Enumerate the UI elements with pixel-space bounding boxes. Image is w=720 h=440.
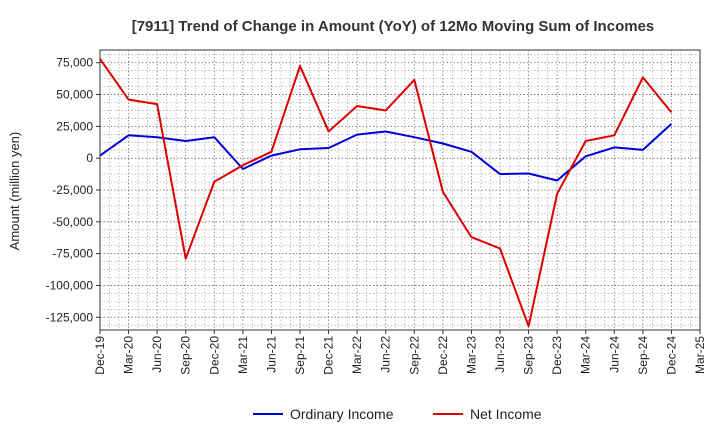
x-tick-label: Jun-21 bbox=[264, 336, 278, 373]
grid bbox=[100, 50, 700, 330]
x-tick-label: Mar-25 bbox=[693, 336, 707, 374]
x-tick-label: Dec-24 bbox=[664, 336, 678, 375]
y-tick-label: -125,000 bbox=[46, 310, 94, 324]
x-tick-label: Sep-22 bbox=[407, 336, 421, 375]
series-line bbox=[99, 123, 673, 182]
y-tick-label: -100,000 bbox=[46, 278, 94, 292]
y-tick-label: -50,000 bbox=[52, 215, 93, 229]
x-tick-label: Dec-19 bbox=[93, 336, 107, 375]
y-axis: 75,000 50,000 25,000 0 -25,000 -50,000 -75,000… bbox=[46, 56, 100, 324]
x-tick-label: Jun-23 bbox=[493, 336, 507, 373]
y-tick-label: 0 bbox=[86, 151, 93, 165]
legend-label: Net Income bbox=[470, 406, 542, 422]
y-axis-label: Amount (million yen) bbox=[7, 132, 22, 251]
x-tick-label: Sep-21 bbox=[293, 336, 307, 375]
x-tick-label: Mar-22 bbox=[350, 336, 364, 374]
x-tick-label: Jun-24 bbox=[607, 336, 621, 373]
x-tick-label: Dec-20 bbox=[207, 336, 221, 375]
y-tick-label: -75,000 bbox=[52, 247, 93, 261]
y-tick-label: -25,000 bbox=[52, 183, 93, 197]
x-tick-label: Mar-24 bbox=[579, 336, 593, 374]
x-tick-label: Mar-21 bbox=[236, 336, 250, 374]
x-tick-label: Mar-20 bbox=[122, 336, 136, 374]
y-tick-label: 25,000 bbox=[56, 119, 93, 133]
x-tick-label: Sep-20 bbox=[179, 336, 193, 375]
chart-title: [7911] Trend of Change in Amount (YoY) o… bbox=[132, 18, 655, 35]
x-tick-label: Dec-23 bbox=[550, 336, 564, 375]
x-tick-label: Jun-22 bbox=[379, 336, 393, 373]
y-tick-label: 50,000 bbox=[56, 88, 93, 102]
x-tick-label: Sep-24 bbox=[636, 336, 650, 375]
x-tick-label: Sep-23 bbox=[522, 336, 536, 375]
x-axis: Dec-19 Mar-20 Jun-20 Sep-20 Dec-20 Mar-21 Jun-… bbox=[93, 330, 707, 375]
x-tick-label: Dec-22 bbox=[436, 336, 450, 375]
x-tick-label: Dec-21 bbox=[322, 336, 336, 375]
plot-frame bbox=[99, 49, 701, 331]
legend: Ordinary Income Net Income bbox=[253, 406, 542, 422]
y-tick-label: 75,000 bbox=[56, 56, 93, 70]
legend-label: Ordinary Income bbox=[290, 406, 394, 422]
x-tick-label: Mar-23 bbox=[464, 336, 478, 374]
plot-area bbox=[99, 49, 701, 331]
series-line bbox=[99, 58, 673, 328]
series-lines bbox=[99, 58, 673, 328]
x-tick-label: Jun-20 bbox=[150, 336, 164, 373]
